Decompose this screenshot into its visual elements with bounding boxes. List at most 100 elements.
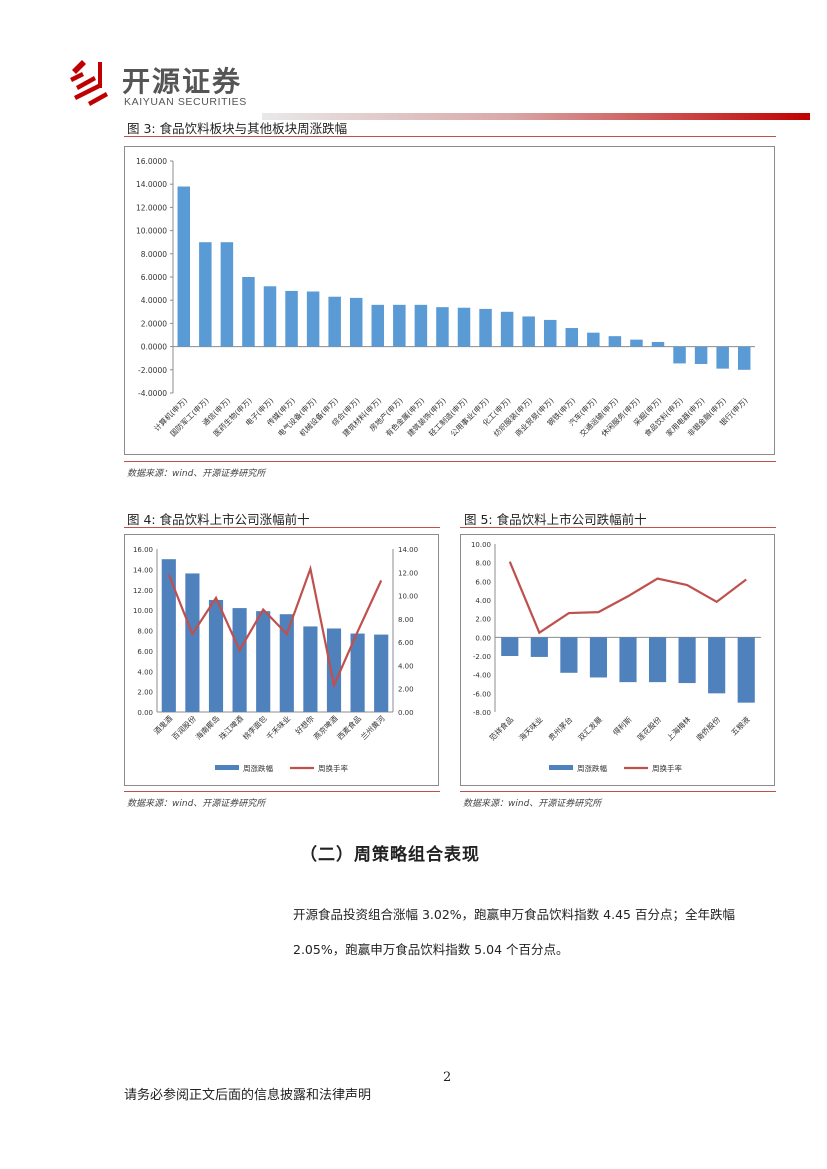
bar [737,637,755,703]
x-tick-label: 海南椰岛 [193,713,221,741]
bar [501,637,519,656]
x-tick-label: 千禾味业 [264,713,293,742]
turnover-line [508,561,747,635]
bar [708,637,726,694]
bar [185,573,200,712]
right-y-tick-label: 4.00 [398,662,414,670]
bar [220,242,234,347]
section-paragraph: 开源食品投资组合涨幅 3.02%，跑赢申万食品饮料指数 4.45 百分点；全年跌… [293,907,735,957]
legend-label-bar: 周涨跌幅 [243,763,273,773]
brand-name-en: KAIYUAN SECURITIES [124,96,247,108]
bar [208,599,224,712]
y-tick-label: 4.0000 [141,296,167,305]
left-y-tick-label: 10.00 [133,607,153,615]
figure-4-title: 图 4: 食品饮料上市公司涨幅前十 [127,512,310,527]
x-tick-label: 贵州茅台 [546,714,574,742]
turnover-line [167,564,383,689]
bar [630,339,643,347]
x-tick-label: 百润股份 [170,713,199,742]
left-y-tick-label: 6.00 [137,648,153,656]
x-tick-label: 珠江啤酒 [217,713,246,742]
x-tick-label: 西麦食品 [335,713,363,741]
figure-4-chart-svg: 0.00 2.00 4.00 6.00 8.00 10.00 12.00 14.00 16.00… [133,546,418,773]
bar [303,626,318,712]
y-tick-label: 2.00 [475,616,491,624]
y-tick-label: -2.00 [473,653,491,661]
right-y-tick-label: 0.00 [398,709,414,717]
kaiyuan-logo-icon [70,60,108,106]
bar [374,634,389,712]
section-heading: （二）周策略组合表现 [300,845,480,865]
legend-label-bar: 周涨跌幅 [577,763,607,773]
figure-4-bottom-rule [124,791,440,792]
x-tick-label: 范祥食品 [487,714,515,742]
figure-3-title: 图 3: 食品饮料板块与其他板块周涨跌幅 [127,121,348,136]
y-tick-label: 14.0000 [136,180,167,189]
right-y-tick-label: 10.00 [398,593,418,601]
y-tick-label: -4.00 [473,672,491,680]
y-tick-label: -2.0000 [138,366,167,375]
bar [232,608,247,712]
bar [500,311,514,347]
x-tick-label: 好想你 [293,713,316,736]
legend-swatch-bar [549,765,573,770]
left-y-tick-label: 12.00 [133,587,153,595]
x-tick-label: 酒鬼酒 [151,713,174,736]
left-y-tick-label: 16.00 [133,546,153,554]
bar [565,328,579,347]
x-tick-label: 双汇发展 [576,714,605,743]
figure-3-title-rule [124,136,776,137]
bar [589,637,608,678]
bar [263,286,277,347]
right-y-tick-label: 2.00 [398,686,414,694]
bar [678,637,696,684]
bar [199,242,212,347]
x-tick-label: 得利斯 [610,714,633,737]
figure-4-source: 数据来源：wind、开源证券研究所 [127,799,266,809]
bar [436,307,449,347]
x-tick-label: 五粮液 [729,714,752,737]
page-header: 开源证券 KAIYUAN SECURITIES [0,0,827,125]
y-tick-label: 10.0000 [136,227,167,236]
legal-disclaimer: 请务必参阅正文后面的信息披露和法律声明 [124,1088,372,1103]
bar [177,186,191,347]
brand-name-cn: 开源证券 [122,65,243,98]
figure-5-chart: -8.00 -6.00 -4.00 -2.00 0.00 2.00 4.00 6.00 8.00… [460,534,775,786]
y-tick-label: -8.00 [473,709,491,717]
figure-5-title: 图 5: 食品饮料上市公司跌幅前十 [464,512,647,527]
bar [694,346,708,364]
bar [648,637,667,683]
x-tick-label: 南侨股份 [694,714,723,743]
bar [673,346,686,364]
legend-label-line: 周换手率 [318,763,348,773]
figure-3-bottom-rule [124,461,776,462]
left-y-tick-label: 14.00 [133,566,153,574]
right-y-tick-label: 14.00 [398,546,418,554]
header-rule [262,113,810,120]
y-tick-label: 12.0000 [136,203,167,212]
bar [619,637,637,683]
bar [479,308,492,347]
bar [608,336,622,347]
bar [587,332,600,347]
right-y-tick-label: 12.00 [398,569,418,577]
bar [393,304,406,347]
bar [530,637,548,657]
left-y-tick-label: 2.00 [137,689,153,697]
y-tick-label: 4.00 [475,597,491,605]
bar [256,611,271,712]
bar [349,297,363,347]
y-tick-label: 6.0000 [141,273,167,282]
bar [285,290,298,347]
bar [371,304,385,347]
figure-5-title-rule [460,527,776,528]
x-tick-label: 桃李面包 [240,713,269,742]
figure-3-source: 数据来源：wind、开源证券研究所 [127,469,266,479]
figure-4-title-rule [124,527,440,528]
legend-swatch-bar [215,765,239,770]
y-tick-label: 8.0000 [141,250,167,259]
x-tick-label: 海天味业 [516,714,545,743]
figure-3-chart-svg: -4.0000 -2.0000 0.0000 2.0000 4.0000 6.0000 8.… [136,157,755,438]
bar [279,614,294,712]
bar [560,637,578,673]
